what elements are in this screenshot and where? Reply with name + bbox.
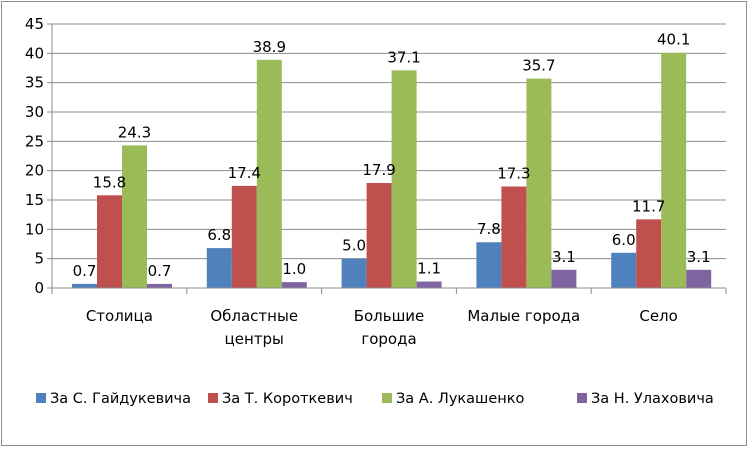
data-label: 15.8 bbox=[93, 173, 126, 191]
data-label: 17.3 bbox=[497, 165, 530, 183]
category-label: Столица bbox=[86, 307, 153, 325]
y-tick-label: 40 bbox=[25, 44, 44, 62]
data-label: 1.0 bbox=[282, 260, 306, 278]
bars bbox=[72, 52, 712, 288]
bar bbox=[72, 283, 97, 288]
y-tick-label: 25 bbox=[25, 132, 44, 150]
data-label: 17.4 bbox=[228, 164, 261, 182]
bar bbox=[256, 59, 282, 288]
category-label: Село bbox=[639, 307, 677, 325]
legend-swatch bbox=[36, 393, 46, 403]
data-label: 17.9 bbox=[362, 161, 395, 179]
y-axis: 0 5 10 15 20 25 30 35 40 45 bbox=[25, 15, 53, 297]
bar bbox=[526, 78, 552, 288]
y-tick-label: 15 bbox=[25, 191, 44, 209]
bar bbox=[636, 219, 662, 288]
data-label: 0.7 bbox=[148, 262, 172, 280]
legend-swatch bbox=[382, 393, 392, 403]
data-label: 35.7 bbox=[522, 57, 555, 75]
bar bbox=[122, 145, 147, 288]
bar bbox=[686, 269, 712, 288]
data-label: 11.7 bbox=[632, 197, 665, 215]
bar bbox=[366, 182, 392, 288]
data-label: 38.9 bbox=[253, 38, 286, 56]
bar bbox=[147, 283, 172, 288]
data-labels: 0.7 15.8 24.3 0.7 6.8 17.4 38.9 1.0 5.0 17.9 37.1 1… bbox=[73, 31, 711, 280]
y-tick-label: 0 bbox=[34, 279, 44, 297]
y-tick-label: 10 bbox=[25, 220, 44, 238]
y-tick-label: 35 bbox=[25, 74, 44, 92]
category-label: Малые города bbox=[467, 307, 580, 325]
bar bbox=[416, 281, 442, 288]
bar bbox=[97, 195, 122, 288]
y-tick-label: 20 bbox=[25, 162, 44, 180]
bar bbox=[476, 242, 502, 288]
data-label: 37.1 bbox=[387, 48, 420, 66]
data-label: 24.3 bbox=[118, 123, 151, 141]
data-label: 1.1 bbox=[417, 260, 441, 278]
category-label: города bbox=[361, 330, 416, 348]
y-tick-label: 30 bbox=[25, 103, 44, 121]
bar bbox=[391, 70, 417, 288]
data-label: 5.0 bbox=[342, 237, 366, 255]
category-label: Областные bbox=[210, 307, 298, 325]
legend-swatch bbox=[577, 393, 587, 403]
x-axis: Столица Областные центры Большие города Малые… bbox=[51, 287, 727, 348]
data-label: 6.8 bbox=[207, 226, 231, 244]
data-label: 6.0 bbox=[612, 231, 636, 249]
legend-entry: За Н. Улаховича bbox=[591, 391, 714, 407]
category-label: Большие bbox=[354, 307, 425, 325]
y-tick-label: 5 bbox=[34, 250, 44, 268]
legend: За С. Гайдукевича За Т. Короткевич За А. Л… bbox=[36, 391, 714, 407]
bar bbox=[661, 52, 687, 288]
data-label: 7.8 bbox=[477, 220, 501, 238]
legend-swatch bbox=[208, 393, 218, 403]
bar bbox=[551, 269, 577, 288]
data-label: 0.7 bbox=[73, 262, 97, 280]
legend-entry: За С. Гайдукевича bbox=[50, 391, 191, 407]
category-label: центры bbox=[225, 330, 284, 348]
data-label: 40.1 bbox=[657, 31, 690, 49]
y-tick-label: 45 bbox=[25, 15, 44, 33]
data-label: 3.1 bbox=[552, 248, 576, 266]
bar bbox=[231, 185, 257, 288]
bar bbox=[281, 282, 307, 288]
data-label: 3.1 bbox=[687, 248, 711, 266]
bar bbox=[611, 252, 637, 288]
bar bbox=[341, 258, 367, 288]
bar bbox=[206, 248, 232, 288]
bar bbox=[501, 186, 527, 288]
legend-entry: За Т. Короткевич bbox=[222, 391, 353, 407]
legend-entry: За А. Лукашенко bbox=[396, 391, 524, 407]
